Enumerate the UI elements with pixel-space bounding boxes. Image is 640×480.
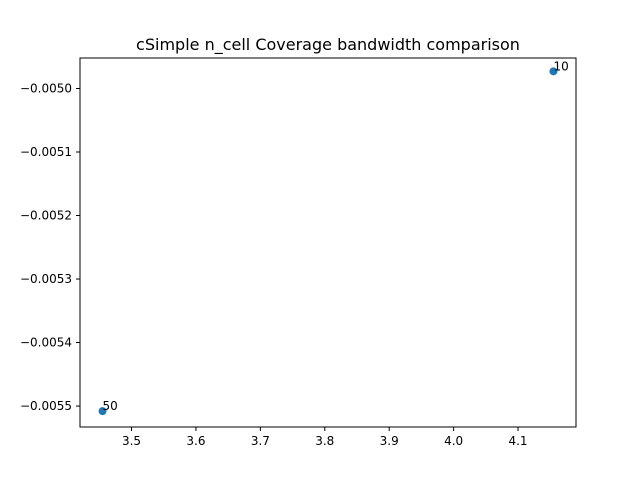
y-tick-label: −0.0051	[20, 145, 72, 159]
x-tick-label: 3.8	[315, 434, 334, 448]
x-tick-label: 3.6	[186, 434, 205, 448]
y-tick-label: −0.0050	[20, 81, 72, 95]
chart-title: cSimple n_cell Coverage bandwidth compar…	[136, 35, 520, 55]
point-annotation: 50	[103, 399, 118, 413]
x-tick-label: 3.7	[251, 434, 270, 448]
x-tick-label: 4.0	[444, 434, 463, 448]
point-annotation: 10	[553, 59, 568, 73]
y-tick-label: −0.0055	[20, 399, 72, 413]
x-tick-label: 3.9	[380, 434, 399, 448]
x-tick-label: 3.5	[122, 434, 141, 448]
scatter-point	[549, 67, 558, 76]
y-tick-label: −0.0052	[20, 209, 72, 223]
plot-frame	[79, 57, 577, 428]
scatter-point	[98, 407, 107, 416]
y-tick-label: −0.0054	[20, 336, 72, 350]
x-tick-label: 4.1	[508, 434, 527, 448]
y-tick-label: −0.0053	[20, 272, 72, 286]
